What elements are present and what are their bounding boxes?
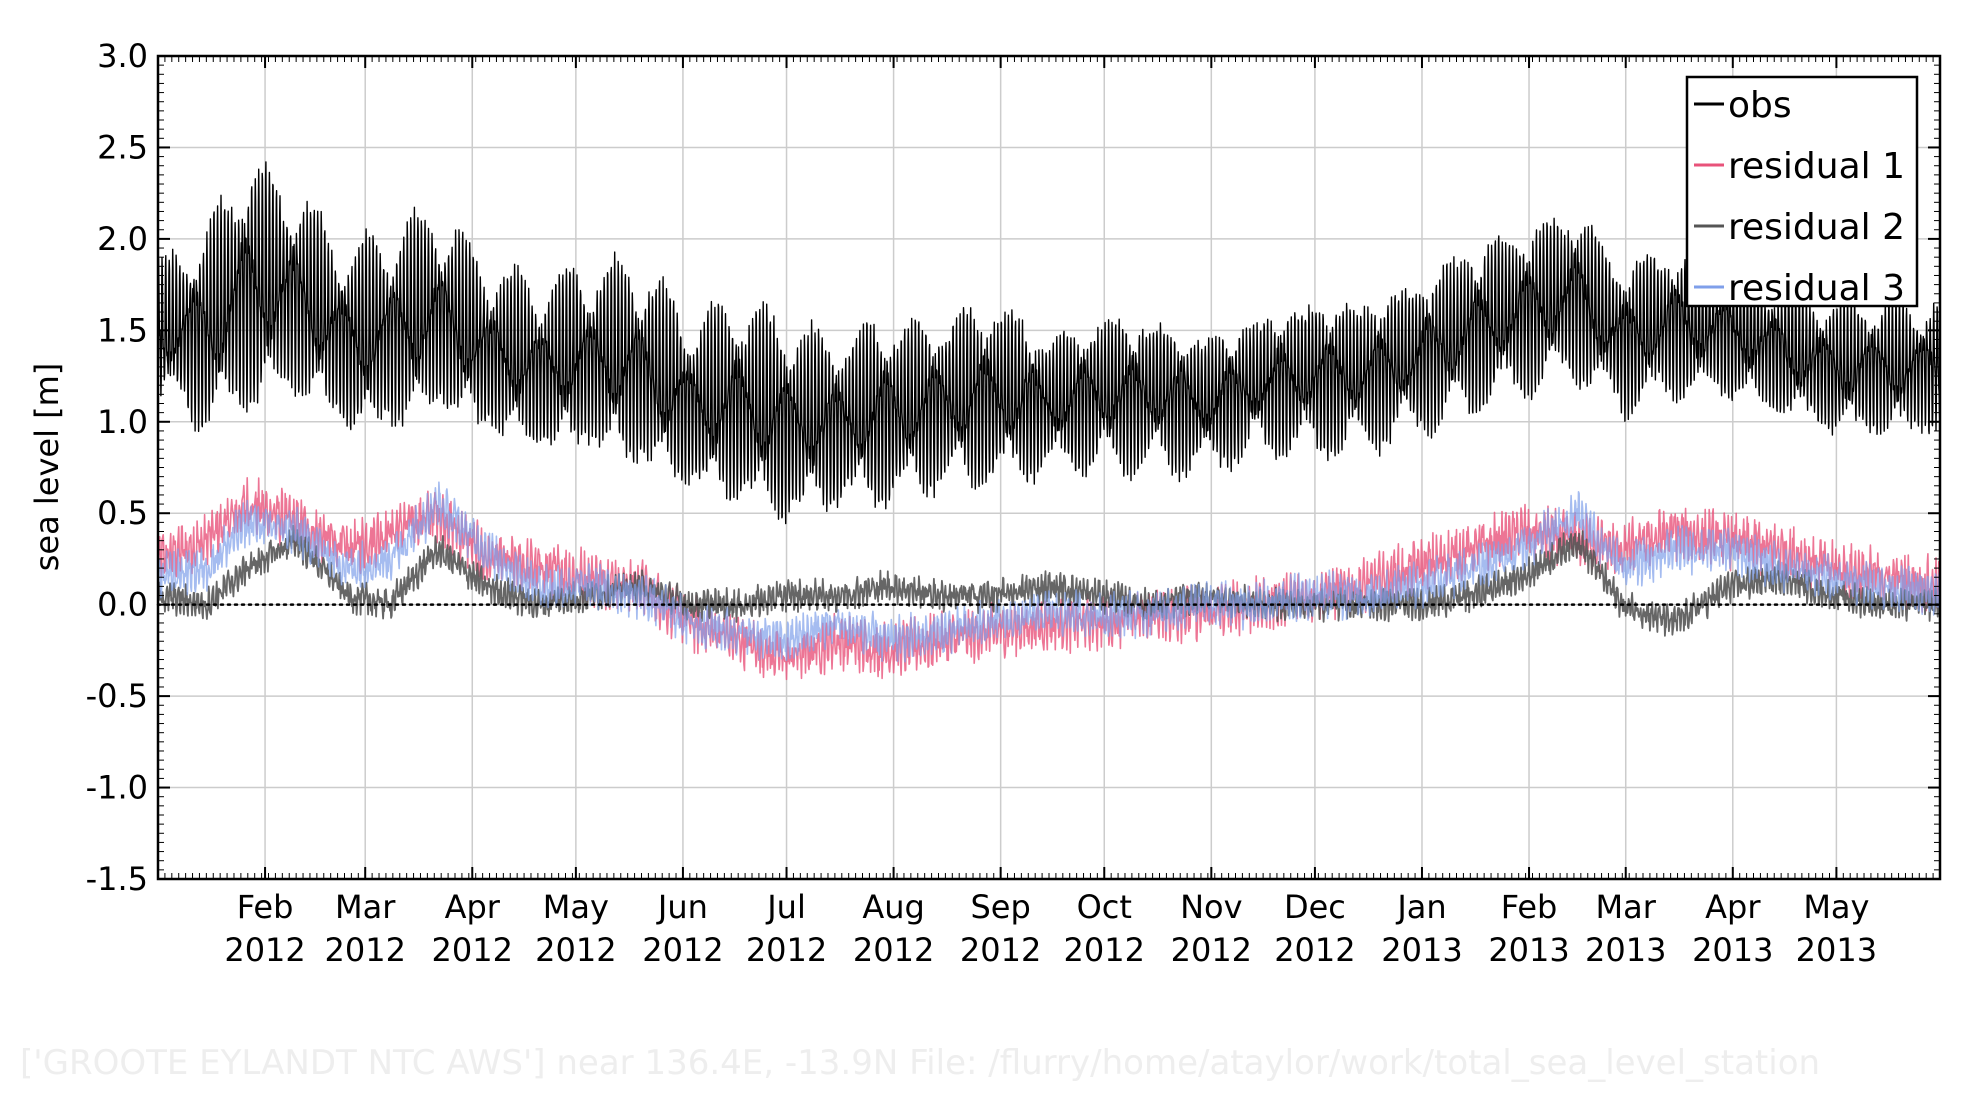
x-tick-month: May (1803, 888, 1869, 926)
y-axis-label: sea level [m] (28, 363, 66, 572)
legend-entries: obs residual 1 residual 2 residual 3 (1694, 85, 1905, 309)
y-tick-label: 1.0 (97, 403, 148, 441)
footer-caption: ['GROOTE EYLANDT NTC AWS'] near 136.4E, … (20, 1043, 1821, 1083)
legend-label: obs (1728, 85, 1792, 126)
legend-label: residual 2 (1728, 207, 1905, 248)
x-tick-year: 2012 (324, 931, 405, 969)
x-tick-year: 2012 (960, 931, 1041, 969)
x-tick-year: 2013 (1488, 931, 1569, 969)
x-tick-year: 2012 (642, 931, 723, 969)
x-tick-month: Jul (765, 888, 806, 926)
y-tick-label: 0.0 (97, 586, 148, 624)
y-tick-label: -0.5 (86, 677, 148, 715)
legend: obs residual 1 residual 2 residual 3 (1685, 75, 1919, 309)
minor-ticks (157, 55, 1941, 880)
y-tick-labels: -1.5 -1.0 -0.5 0.0 0.5 1.0 1.5 2.0 2.5 3.0 (86, 37, 148, 898)
y-tick-label: -1.5 (86, 860, 148, 898)
x-tick-month: Oct (1077, 888, 1132, 926)
grid (158, 55, 1940, 880)
x-tick-year: 2013 (1381, 931, 1462, 969)
series-line-residual-3 (158, 481, 1940, 663)
x-tick-labels: Feb 2012 Mar 2012 Apr 2012 May 2012 Jun 2012 Jul 20… (224, 888, 1877, 969)
x-tick-month: May (543, 888, 609, 926)
x-tick-year: 2013 (1796, 931, 1877, 969)
series-line-residual-1 (158, 476, 1940, 681)
x-tick-month: Feb (1501, 888, 1558, 926)
x-tick-month: Jun (656, 888, 708, 926)
y-tick-label: 1.5 (97, 311, 148, 349)
y-tick-label: -1.0 (86, 769, 148, 807)
series-line-obs (158, 161, 1940, 525)
x-tick-year: 2012 (432, 931, 513, 969)
legend-label: residual 1 (1728, 146, 1905, 187)
y-tick-label: 2.5 (97, 128, 148, 166)
y-tick-label: 3.0 (97, 37, 148, 75)
plot-background (158, 56, 1940, 879)
x-tick-month: Apr (1705, 888, 1761, 926)
x-tick-month: Dec (1284, 888, 1346, 926)
x-tick-year: 2012 (853, 931, 934, 969)
x-tick-year: 2012 (746, 931, 827, 969)
x-tick-year: 2013 (1585, 931, 1666, 969)
x-tick-year: 2012 (535, 931, 616, 969)
x-tick-month: Mar (335, 888, 396, 926)
series-layer (158, 161, 1940, 681)
x-tick-month: Aug (862, 888, 924, 926)
y-tick-label: 0.5 (97, 494, 148, 532)
x-tick-year: 2012 (1274, 931, 1355, 969)
series-line-residual-2 (158, 524, 1940, 637)
x-tick-year: 2012 (1171, 931, 1252, 969)
legend-box (1685, 75, 1919, 308)
x-tick-month: Feb (237, 888, 294, 926)
x-tick-year: 2013 (1692, 931, 1773, 969)
x-tick-year: 2012 (224, 931, 305, 969)
x-tick-month: Apr (445, 888, 501, 926)
x-tick-month: Jan (1395, 888, 1446, 926)
x-tick-month: Nov (1180, 888, 1242, 926)
x-tick-month: Mar (1596, 888, 1657, 926)
x-tick-month: Sep (970, 888, 1030, 926)
legend-label: residual 3 (1728, 268, 1905, 309)
y-tick-label: 2.0 (97, 220, 148, 258)
x-tick-year: 2012 (1064, 931, 1145, 969)
